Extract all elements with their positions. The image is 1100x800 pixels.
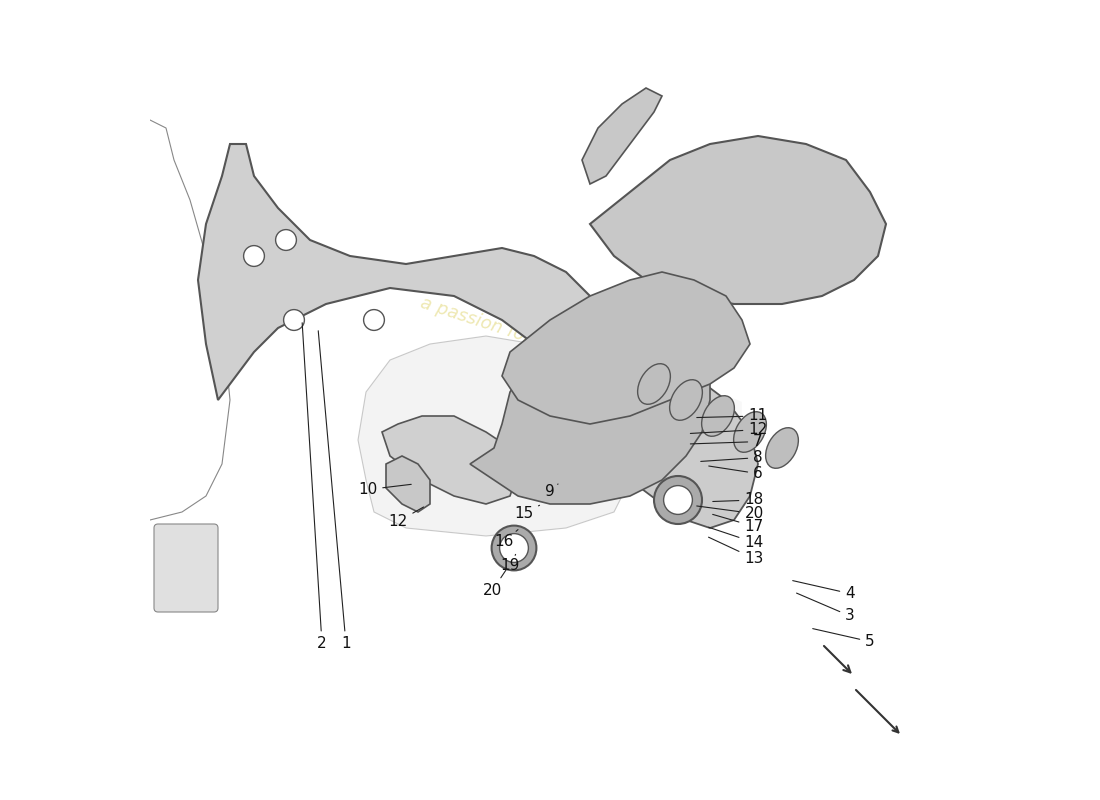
Polygon shape	[382, 416, 518, 504]
Ellipse shape	[702, 396, 735, 436]
Polygon shape	[358, 336, 630, 536]
Text: 20: 20	[483, 569, 507, 598]
Circle shape	[499, 534, 528, 562]
Text: 4: 4	[793, 581, 855, 601]
Polygon shape	[470, 320, 710, 504]
Text: 10: 10	[358, 482, 411, 497]
Text: 20: 20	[696, 506, 763, 521]
Circle shape	[663, 486, 692, 514]
Polygon shape	[386, 456, 430, 512]
Text: a passion for parts since 1985: a passion for parts since 1985	[418, 294, 682, 394]
Circle shape	[364, 310, 384, 330]
Text: 2: 2	[302, 322, 327, 651]
Text: 17: 17	[713, 514, 763, 534]
Circle shape	[284, 310, 305, 330]
Polygon shape	[590, 136, 886, 304]
Text: 7: 7	[691, 434, 762, 449]
Ellipse shape	[638, 364, 670, 404]
FancyBboxPatch shape	[154, 524, 218, 612]
Text: EPC: EPC	[510, 394, 749, 502]
Text: 8: 8	[701, 450, 762, 465]
Text: 13: 13	[708, 537, 763, 566]
Circle shape	[276, 230, 296, 250]
Text: 14: 14	[708, 527, 763, 550]
Text: 5: 5	[813, 629, 874, 649]
Text: 19: 19	[500, 554, 519, 573]
Polygon shape	[502, 272, 750, 424]
Text: 11: 11	[696, 409, 768, 423]
Text: 3: 3	[796, 593, 855, 623]
Text: 9: 9	[546, 484, 558, 499]
Polygon shape	[582, 88, 662, 184]
Polygon shape	[566, 352, 758, 528]
Ellipse shape	[734, 412, 767, 452]
Circle shape	[492, 526, 537, 570]
Text: 12: 12	[691, 422, 768, 437]
Text: 18: 18	[713, 493, 763, 507]
Ellipse shape	[670, 380, 703, 420]
Text: 15: 15	[514, 506, 539, 521]
Text: 16: 16	[495, 530, 518, 549]
Ellipse shape	[766, 428, 799, 468]
Text: 12: 12	[388, 507, 424, 529]
Polygon shape	[198, 144, 686, 464]
Circle shape	[243, 246, 264, 266]
Text: 1: 1	[318, 330, 351, 651]
Text: 6: 6	[708, 466, 763, 481]
Circle shape	[654, 476, 702, 524]
